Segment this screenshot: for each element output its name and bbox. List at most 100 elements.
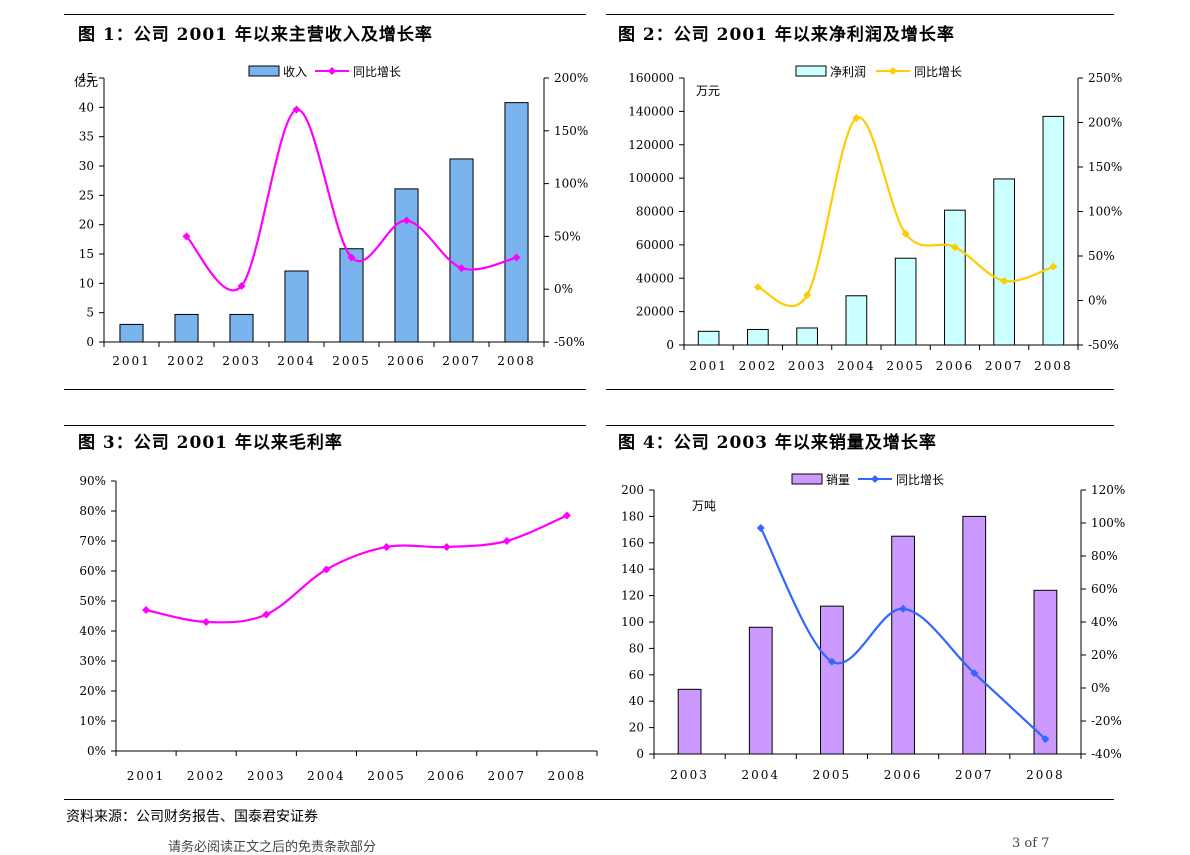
y2-tick-label: -20% <box>1091 714 1122 728</box>
data-point <box>899 604 908 613</box>
x-tick-label: 2002 <box>739 359 778 373</box>
x-tick-label: 2008 <box>548 769 587 783</box>
y-tick-label: 120 <box>621 589 644 603</box>
x-tick-label: 2006 <box>427 769 466 783</box>
y-tick-label: 100 <box>621 615 644 629</box>
y-tick-label: 80 <box>629 641 644 655</box>
y2-tick-label: 0% <box>554 282 573 296</box>
data-point <box>237 282 246 291</box>
x-tick-label: 2005 <box>367 769 406 783</box>
bottom-rule <box>64 799 1114 800</box>
y-tick-label: 20% <box>79 684 106 698</box>
y-axis-unit-label: 万元 <box>696 84 720 98</box>
bar <box>174 313 199 343</box>
bar <box>394 188 419 343</box>
y-tick-label: 50% <box>79 594 106 608</box>
x-tick-label: 2006 <box>884 768 923 782</box>
x-tick-label: 2004 <box>307 769 346 783</box>
bar <box>284 270 309 343</box>
y2-tick-label: 120% <box>1091 483 1125 497</box>
y2-tick-label: 80% <box>1091 549 1118 563</box>
y-tick-label: 160000 <box>628 71 674 85</box>
x-tick-label: 2001 <box>112 354 151 368</box>
y2-tick-label: 100% <box>1091 516 1125 530</box>
data-point <box>262 610 271 619</box>
y2-tick-label: 20% <box>1091 648 1118 662</box>
x-tick-label: 2008 <box>1026 768 1065 782</box>
y-tick-label: 80000 <box>636 205 674 219</box>
y-tick-label: 80% <box>79 504 106 518</box>
x-tick-label: 2007 <box>488 769 527 783</box>
series-line <box>145 514 568 624</box>
bar <box>119 323 144 343</box>
data-point <box>901 229 910 238</box>
x-tick-label: 2008 <box>1034 359 1073 373</box>
data-point <box>512 253 521 262</box>
y-tick-label: 60% <box>79 564 106 578</box>
data-point <box>852 114 861 123</box>
y2-tick-label: 100% <box>554 177 588 191</box>
x-tick-label: 2006 <box>936 359 975 373</box>
x-tick-label: 2002 <box>187 769 226 783</box>
chart1-revenue: 0 5 10 15 20 25 30 35 40 45 -50% 0% 50% 100% 150% 200% 2… <box>74 65 588 368</box>
y2-tick-label: 50% <box>1088 249 1115 263</box>
y-tick-label: 200 <box>621 483 644 497</box>
y-axis-unit-label: 亿元 <box>74 74 98 89</box>
bar <box>1042 115 1065 346</box>
bar <box>339 248 364 343</box>
data-point <box>950 243 959 252</box>
y2-tick-label: -50% <box>554 335 585 349</box>
y2-tick-label: -50% <box>1088 338 1119 352</box>
data-point <box>803 291 812 300</box>
data-point <box>382 543 391 551</box>
y-tick-label: 10 <box>79 276 94 290</box>
x-tick-label: 2007 <box>985 359 1024 373</box>
bar <box>747 328 769 346</box>
data-point <box>970 669 979 678</box>
y-tick-label: 140 <box>621 562 644 576</box>
y-tick-label: 0 <box>666 338 674 352</box>
bar <box>820 605 844 755</box>
data-point <box>292 105 301 114</box>
data-point <box>202 618 211 626</box>
chart2-net-profit: 0 20000 40000 60000 80000 100000 120000 140000 1… <box>628 65 1122 373</box>
y-tick-label: 35 <box>79 130 94 144</box>
mid-rule-left <box>64 389 586 390</box>
x-tick-label: 2007 <box>442 354 481 368</box>
y-tick-label: 30 <box>79 159 94 173</box>
row2-top-rule-right <box>606 425 1114 426</box>
page-number: 3 of 7 <box>1012 836 1050 851</box>
y2-tick-label: 150% <box>1088 160 1122 174</box>
chart1-title: 图 1：公司 2001 年以来主营收入及增长率 <box>78 25 433 45</box>
y-tick-label: 20 <box>629 721 644 735</box>
x-tick-label: 2004 <box>837 359 876 373</box>
bar <box>845 295 868 346</box>
y-tick-label: 90% <box>79 474 106 488</box>
data-point <box>562 511 571 520</box>
x-tick-label: 2003 <box>788 359 827 373</box>
bar <box>229 313 254 343</box>
legend-label: 同比增长 <box>914 65 962 79</box>
data-point <box>1000 276 1009 285</box>
y2-tick-label: 50% <box>554 229 581 243</box>
y-tick-label: 25 <box>79 188 94 202</box>
x-tick-label: 2004 <box>277 354 316 368</box>
chart3-gross-margin: 0% 10% 20% 30% 40% 50% 60% 70% 80% 90% 2001 2002 200… <box>79 474 598 783</box>
series-line <box>759 527 1047 740</box>
y2-tick-label: 60% <box>1091 582 1118 596</box>
bar <box>697 330 720 346</box>
disclaimer-note: 请务必阅读正文之后的免责条款部分 <box>168 840 377 855</box>
data-point <box>182 232 191 241</box>
y-tick-label: 70% <box>79 534 106 548</box>
bar <box>962 515 987 755</box>
x-tick-label: 2004 <box>741 768 780 782</box>
y-tick-label: 45 <box>79 71 94 85</box>
legend-marker <box>871 475 879 483</box>
y-tick-label: 0% <box>87 744 106 758</box>
data-point <box>1041 735 1050 744</box>
data-point <box>502 537 511 545</box>
legend-swatch <box>248 65 280 77</box>
y-axis-unit-label: 万吨 <box>692 499 716 513</box>
y-tick-label: 120000 <box>628 138 674 152</box>
y-tick-label: 40% <box>79 624 106 638</box>
